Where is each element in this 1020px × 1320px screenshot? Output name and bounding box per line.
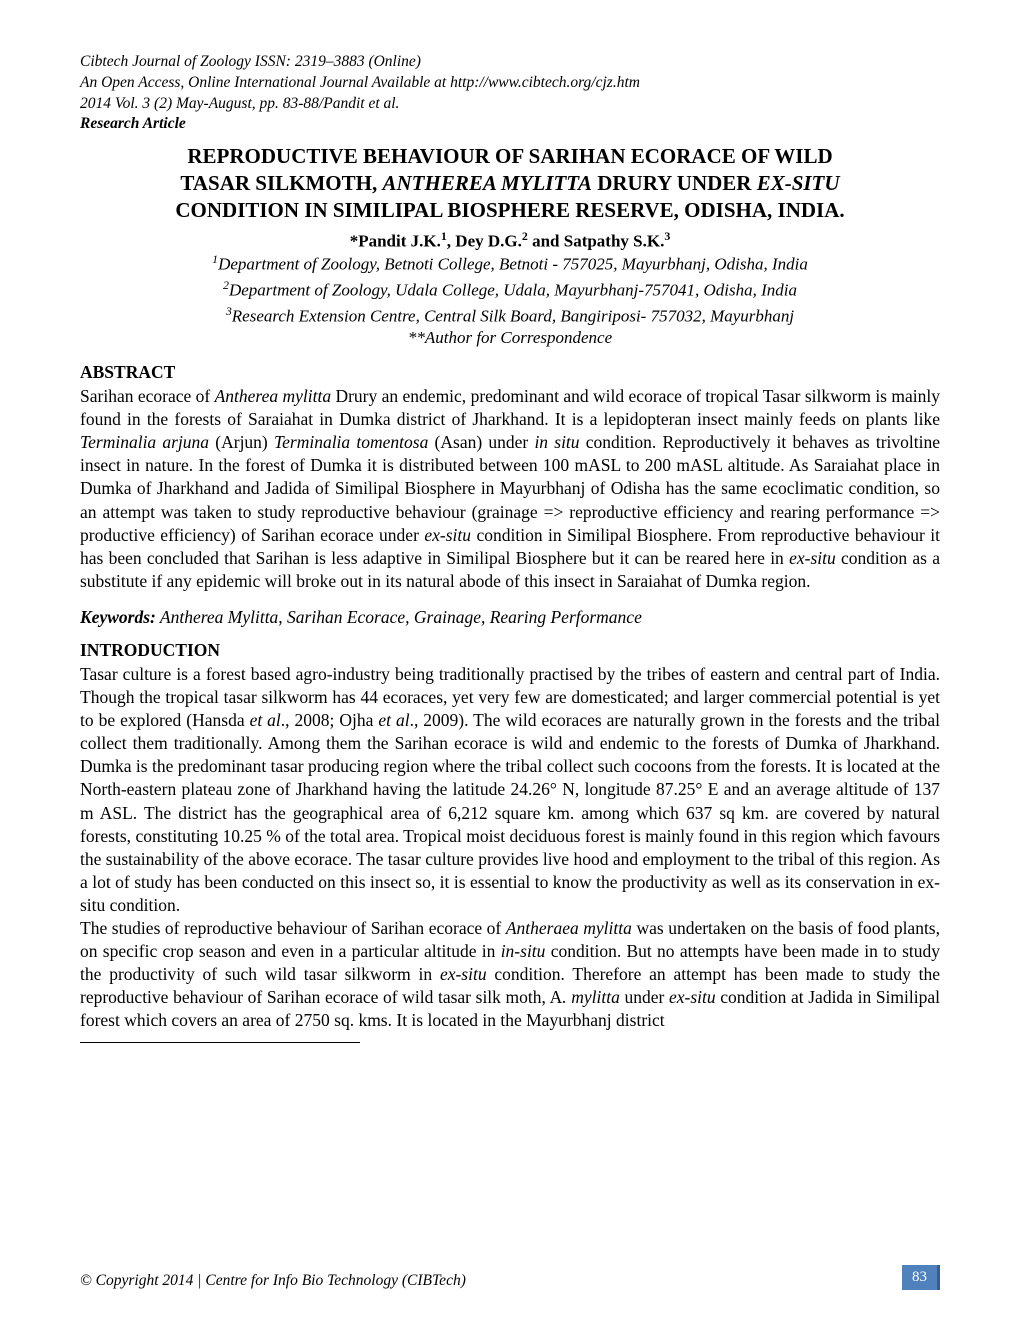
introduction-heading: INTRODUCTION xyxy=(80,640,940,661)
species-abbrev: . mylitta xyxy=(562,987,620,1007)
latin-term: in-situ xyxy=(501,941,546,961)
page-number: 83 xyxy=(902,1265,940,1290)
journal-line-2: An Open Access, Online International Jou… xyxy=(80,73,940,94)
text-fragment: (Arjun) xyxy=(209,432,274,452)
title-text: DRURY UNDER xyxy=(592,171,757,195)
title-text: TASAR SILKMOTH, xyxy=(180,171,382,195)
affiliation-2: 2Department of Zoology, Udala College, U… xyxy=(80,277,940,303)
article-type: Research Article xyxy=(80,115,940,133)
affiliation-1: 1Department of Zoology, Betnoti College,… xyxy=(80,251,940,277)
correspondence-note: **Author for Correspondence xyxy=(80,328,940,348)
title-line-3: CONDITION IN SIMILIPAL BIOSPHERE RESERVE… xyxy=(80,197,940,224)
latin-term: in situ xyxy=(534,432,579,452)
text-fragment: The studies of reproductive behaviour of… xyxy=(80,918,506,938)
text-fragment: ., 2009). The wild ecoraces are naturall… xyxy=(80,710,940,915)
paper-title: REPRODUCTIVE BEHAVIOUR OF SARIHAN ECORAC… xyxy=(80,143,940,225)
abstract-heading: ABSTRACT xyxy=(80,362,940,383)
journal-header: Cibtech Journal of Zoology ISSN: 2319–38… xyxy=(80,52,940,115)
text-fragment: under xyxy=(620,987,669,1007)
text-fragment: Sarihan ecorace of xyxy=(80,386,215,406)
title-species: ANTHEREA MYLITTA xyxy=(383,171,592,195)
text-fragment: ., 2008; Ojha xyxy=(281,710,379,730)
authors-line: *Pandit J.K.1, Dey D.G.2 and Satpathy S.… xyxy=(80,229,940,252)
keywords-values: Antherea Mylitta, Sarihan Ecorace, Grain… xyxy=(156,607,642,627)
species-name: Terminalia arjuna xyxy=(80,432,209,452)
page-footer: © Copyright 2014 | Centre for Info Bio T… xyxy=(80,1265,940,1290)
latin-term: ex-situ xyxy=(424,525,471,545)
journal-line-3: 2014 Vol. 3 (2) May-August, pp. 83-88/Pa… xyxy=(80,94,940,115)
abstract-text: Sarihan ecorace of Antherea mylitta Drur… xyxy=(80,385,940,593)
latin-term: ex-situ xyxy=(669,987,716,1007)
latin-term: ex-situ xyxy=(440,964,487,984)
latin-term: et al xyxy=(378,710,409,730)
species-name: Antheraea mylitta xyxy=(506,918,632,938)
introduction-paragraph-1: Tasar culture is a forest based agro-ind… xyxy=(80,663,940,917)
copyright-text: © Copyright 2014 | Centre for Info Bio T… xyxy=(80,1272,466,1290)
species-name: Terminalia tomentosa xyxy=(274,432,428,452)
introduction-paragraph-2: The studies of reproductive behaviour of… xyxy=(80,917,940,1032)
latin-term: ex-situ xyxy=(789,548,836,568)
title-term: EX-SITU xyxy=(757,171,840,195)
footer-rule xyxy=(80,1042,360,1043)
keywords-label: Keywords: xyxy=(80,607,156,627)
title-line-1: REPRODUCTIVE BEHAVIOUR OF SARIHAN ECORAC… xyxy=(80,143,940,170)
journal-line-1: Cibtech Journal of Zoology ISSN: 2319–38… xyxy=(80,52,940,73)
correspondence-text: *Author for Correspondence xyxy=(416,328,612,347)
text-fragment: (Asan) under xyxy=(428,432,534,452)
affiliation-3: 3Research Extension Centre, Central Silk… xyxy=(80,303,940,329)
species-name: Antherea mylitta xyxy=(215,386,331,406)
keywords-line: Keywords: Antherea Mylitta, Sarihan Ecor… xyxy=(80,607,940,628)
title-line-2: TASAR SILKMOTH, ANTHEREA MYLITTA DRURY U… xyxy=(80,170,940,197)
latin-term: et al xyxy=(250,710,281,730)
